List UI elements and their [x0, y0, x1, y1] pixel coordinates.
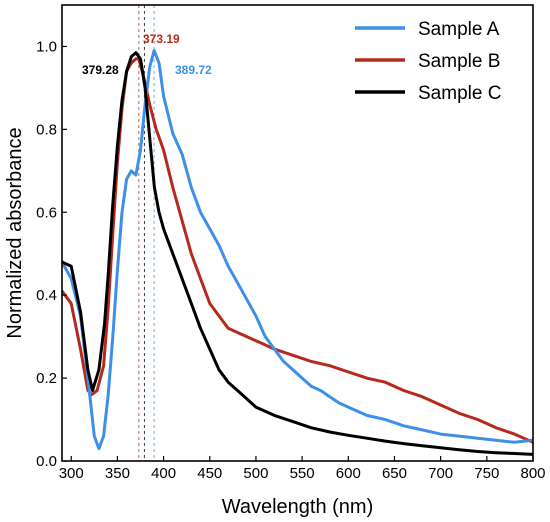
series-line-sample-a [62, 49, 533, 451]
x-tick-label: 550 [290, 465, 315, 482]
x-tick-label: 400 [151, 465, 176, 482]
x-tick-label: 650 [382, 465, 407, 482]
plot-frame [61, 4, 534, 462]
series-line-sample-c [62, 51, 533, 456]
legend-label-sample-a: Sample A [418, 19, 500, 40]
y-tick-label: 0.2 [36, 370, 57, 387]
axes: 300 350 400 450 500 550 600 650 700 750 800 0.0 0.2 0… [36, 38, 545, 482]
x-tick-label: 750 [474, 465, 499, 482]
y-tick-label: 0.6 [36, 204, 57, 221]
x-tick-label: 500 [243, 465, 268, 482]
x-tick-label: 600 [336, 465, 361, 482]
peak-label: 373.19 [143, 32, 180, 46]
x-tick-label: 450 [197, 465, 222, 482]
y-tick-label: 0.4 [36, 287, 57, 304]
x-tick-label: 300 [59, 465, 84, 482]
peak-label: 389.72 [175, 63, 212, 77]
y-tick-label: 0.0 [36, 453, 57, 470]
x-tick-label: 800 [520, 465, 545, 482]
y-axis-title: Normalized absorbance [4, 127, 26, 338]
y-tick-label: 1.0 [36, 38, 57, 55]
x-tick-label: 700 [428, 465, 453, 482]
legend-label-sample-c: Sample C [418, 83, 501, 104]
legend-label-sample-b: Sample B [418, 51, 500, 72]
plot-content: 379.28 373.19 389.72 [62, 5, 533, 461]
peak-label: 379.28 [82, 63, 119, 77]
legend: Sample A Sample B Sample C [355, 19, 501, 104]
x-axis-title: Wavelength (nm) [222, 496, 374, 518]
series-line-sample-b [62, 57, 533, 444]
y-tick-label: 0.8 [36, 121, 57, 138]
x-tick-label: 350 [105, 465, 130, 482]
